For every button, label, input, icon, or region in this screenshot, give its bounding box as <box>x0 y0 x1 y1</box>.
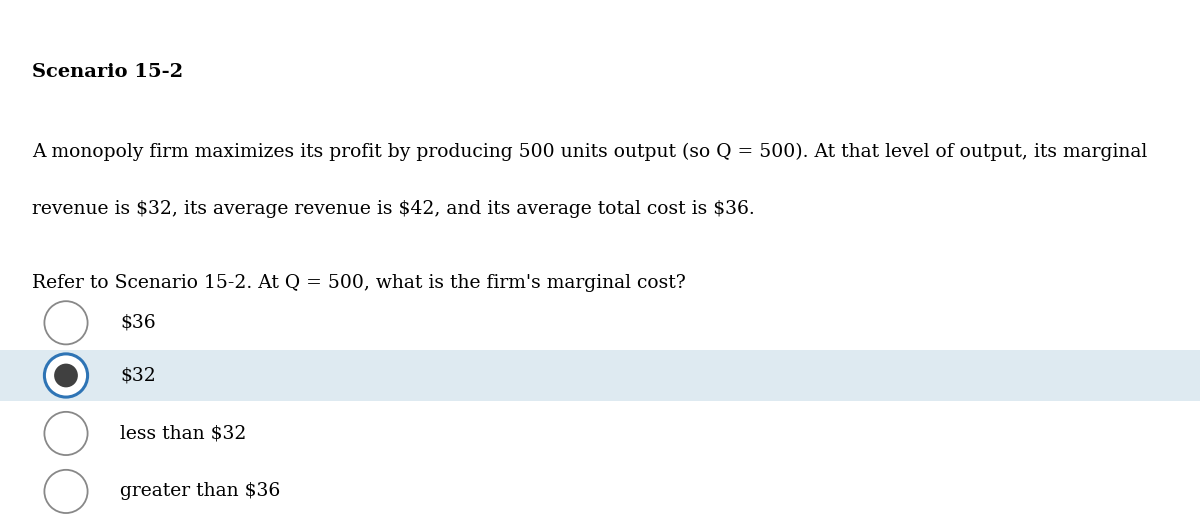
Ellipse shape <box>44 412 88 455</box>
Text: Scenario 15-2: Scenario 15-2 <box>32 63 184 81</box>
Ellipse shape <box>44 301 88 344</box>
Ellipse shape <box>44 354 88 397</box>
FancyBboxPatch shape <box>0 350 1200 401</box>
Text: $32: $32 <box>120 366 156 385</box>
Ellipse shape <box>54 364 78 387</box>
Text: revenue is $32, its average revenue is $42, and its average total cost is $36.: revenue is $32, its average revenue is $… <box>32 200 755 218</box>
Text: $36: $36 <box>120 314 156 332</box>
Text: greater than $36: greater than $36 <box>120 482 281 501</box>
Ellipse shape <box>44 470 88 513</box>
Text: Refer to Scenario 15-2. At Q = 500, what is the firm's marginal cost?: Refer to Scenario 15-2. At Q = 500, what… <box>32 274 685 292</box>
Text: A monopoly firm maximizes its profit by producing 500 units output (so Q = 500).: A monopoly firm maximizes its profit by … <box>32 142 1147 161</box>
Text: less than $32: less than $32 <box>120 424 246 443</box>
